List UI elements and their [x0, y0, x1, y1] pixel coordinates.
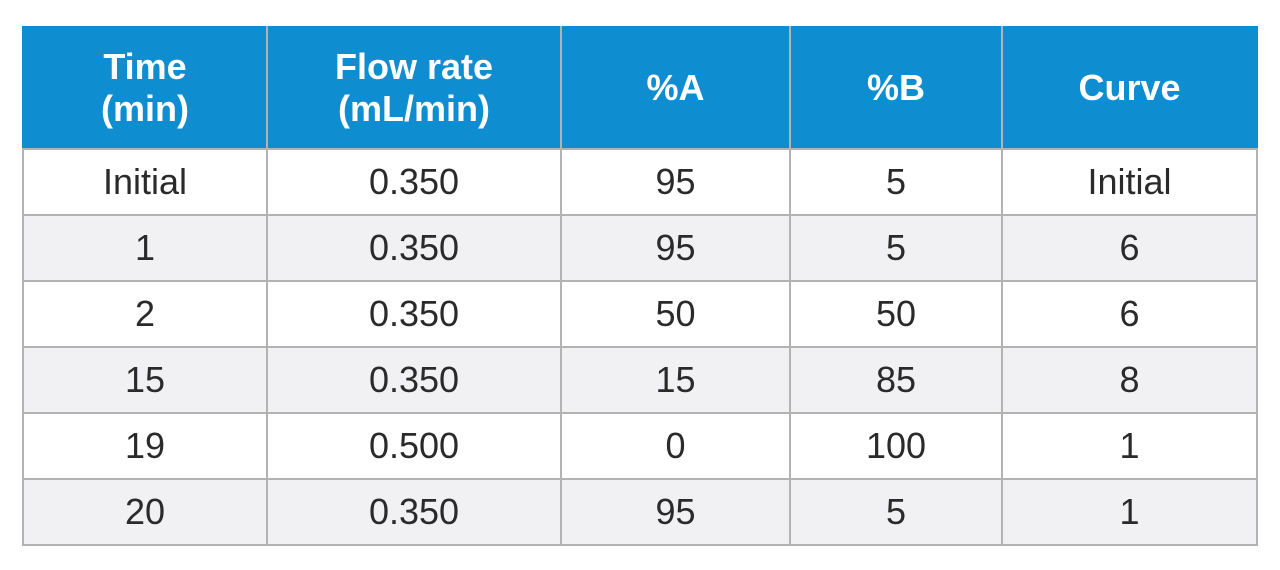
cell-flow-rate: 0.350 [266, 478, 562, 546]
cell-percent-b: 5 [789, 214, 1003, 282]
table-row: 15 0.350 15 85 8 [22, 346, 1258, 414]
cell-time: 1 [22, 214, 268, 282]
gradient-table-container: Time (min) Flow rate (mL/min) %A %B Curv… [22, 26, 1258, 546]
header-curve: Curve [1001, 26, 1258, 150]
cell-time: 2 [22, 280, 268, 348]
header-time-line-2: (min) [101, 88, 189, 129]
table-row: 1 0.350 95 5 6 [22, 214, 1258, 282]
cell-percent-a: 50 [560, 280, 791, 348]
table-row: 19 0.500 0 100 1 [22, 412, 1258, 480]
cell-flow-rate: 0.500 [266, 412, 562, 480]
header-time: Time (min) [22, 26, 268, 150]
cell-percent-b: 5 [789, 478, 1003, 546]
gradient-table: Time (min) Flow rate (mL/min) %A %B Curv… [22, 26, 1258, 546]
cell-time: 20 [22, 478, 268, 546]
cell-percent-b: 5 [789, 148, 1003, 216]
header-percent-b: %B [789, 26, 1003, 150]
cell-curve: 1 [1001, 412, 1258, 480]
cell-time: 15 [22, 346, 268, 414]
cell-percent-a: 0 [560, 412, 791, 480]
header-flow-rate-line-2: (mL/min) [338, 88, 490, 129]
cell-flow-rate: 0.350 [266, 280, 562, 348]
cell-curve: 8 [1001, 346, 1258, 414]
header-curve-label: Curve [1078, 67, 1181, 108]
table-row: 2 0.350 50 50 6 [22, 280, 1258, 348]
header-row: Time (min) Flow rate (mL/min) %A %B Curv… [22, 26, 1258, 150]
cell-time: Initial [22, 148, 268, 216]
cell-curve: 1 [1001, 478, 1258, 546]
cell-percent-a: 95 [560, 478, 791, 546]
header-percent-b-label: %B [866, 67, 925, 108]
header-flow-rate-line-1: Flow rate [334, 46, 494, 87]
cell-flow-rate: 0.350 [266, 214, 562, 282]
cell-percent-a: 95 [560, 148, 791, 216]
cell-curve: 6 [1001, 280, 1258, 348]
cell-flow-rate: 0.350 [266, 148, 562, 216]
header-percent-a: %A [560, 26, 791, 150]
table-row: 20 0.350 95 5 1 [22, 478, 1258, 546]
cell-curve: Initial [1001, 148, 1258, 216]
table-body: Initial 0.350 95 5 Initial 1 0.350 95 5 … [22, 148, 1258, 546]
table-row: Initial 0.350 95 5 Initial [22, 148, 1258, 216]
cell-percent-a: 15 [560, 346, 791, 414]
cell-flow-rate: 0.350 [266, 346, 562, 414]
cell-time: 19 [22, 412, 268, 480]
header-percent-a-label: %A [646, 67, 705, 108]
cell-percent-b: 85 [789, 346, 1003, 414]
cell-percent-b: 50 [789, 280, 1003, 348]
cell-percent-a: 95 [560, 214, 791, 282]
cell-percent-b: 100 [789, 412, 1003, 480]
cell-curve: 6 [1001, 214, 1258, 282]
table-header: Time (min) Flow rate (mL/min) %A %B Curv… [22, 26, 1258, 150]
header-time-line-1: Time [103, 46, 187, 87]
header-flow-rate: Flow rate (mL/min) [266, 26, 562, 150]
